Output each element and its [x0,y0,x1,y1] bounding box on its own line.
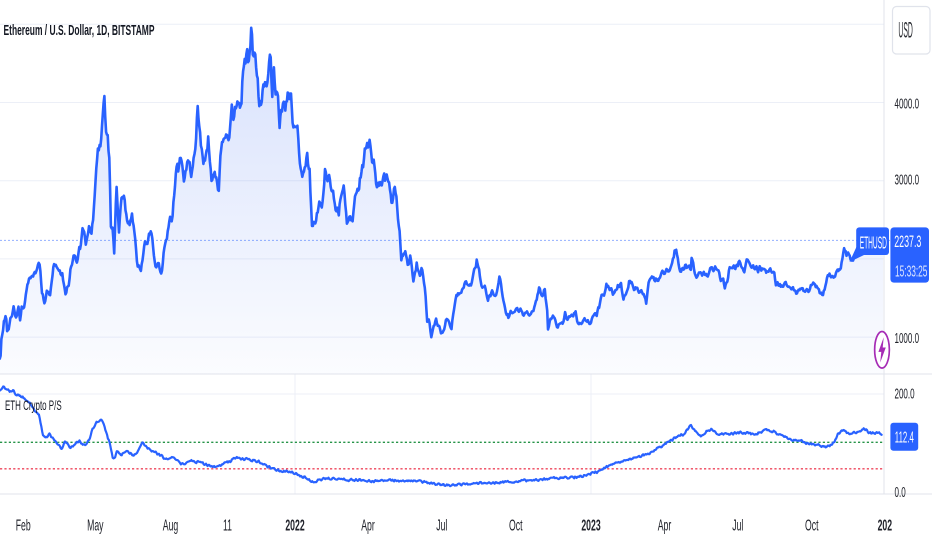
svg-text:200.0: 200.0 [895,385,915,402]
svg-text:2237.3: 2237.3 [894,232,921,251]
svg-text:Apr: Apr [658,517,671,534]
svg-text:Jul: Jul [436,517,447,534]
svg-text:Jul: Jul [732,517,743,534]
svg-text:Feb: Feb [16,517,31,534]
svg-text:15:33:25: 15:33:25 [895,263,927,280]
svg-text:112.4: 112.4 [895,429,914,447]
svg-text:0.0: 0.0 [895,483,906,500]
svg-text:2023: 2023 [581,517,600,534]
svg-text:3000.0: 3000.0 [895,171,920,188]
svg-text:4000.0: 4000.0 [895,95,920,112]
svg-text:Ethereum / U.S. Dollar, 1D, BI: Ethereum / U.S. Dollar, 1D, BITSTAMP [4,22,155,39]
svg-text:USD: USD [898,19,912,43]
svg-text:May: May [87,517,104,534]
svg-text:ETHUSD: ETHUSD [860,233,887,253]
svg-text:1000.0: 1000.0 [895,329,920,346]
svg-text:Oct: Oct [805,517,819,534]
svg-text:ETH Crypto P/S: ETH Crypto P/S [5,399,62,414]
svg-text:Aug: Aug [163,517,178,534]
svg-text:11: 11 [223,517,232,534]
svg-text:Oct: Oct [509,517,523,534]
svg-text:202: 202 [878,517,892,534]
svg-text:Apr: Apr [361,517,374,534]
svg-text:2022: 2022 [285,517,304,534]
